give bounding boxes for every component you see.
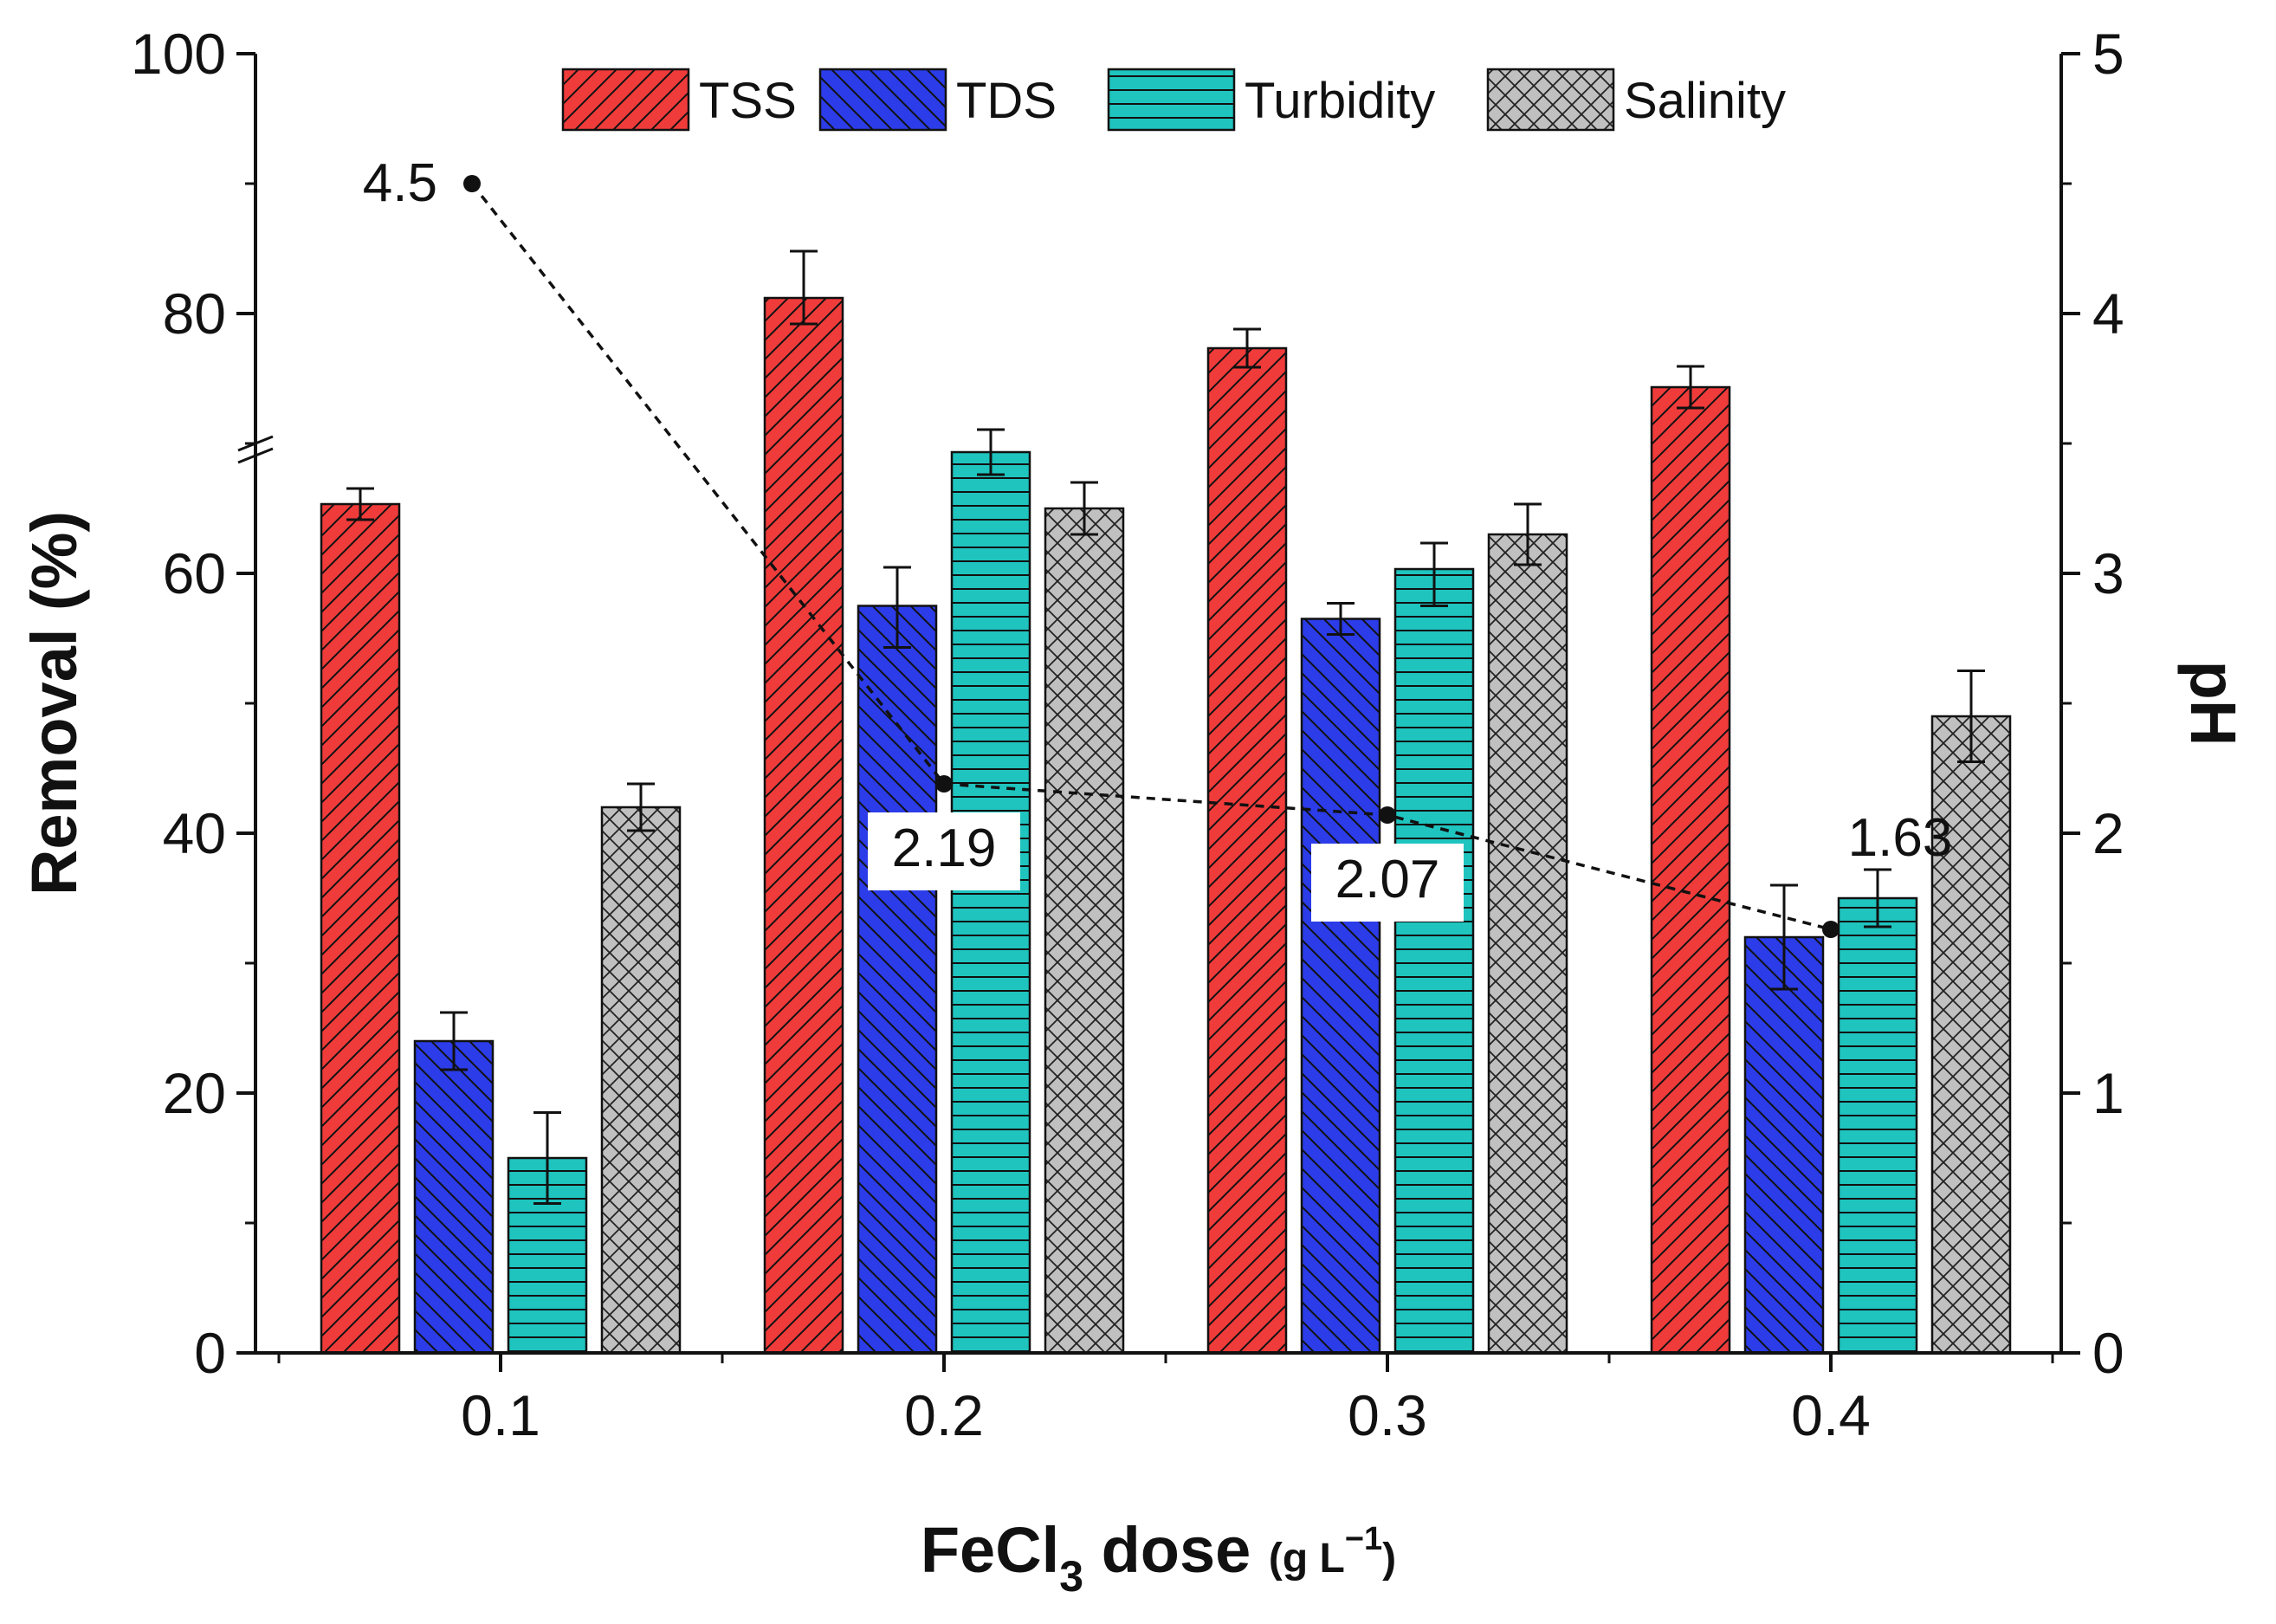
bar-turbidity-0.4 [1837, 896, 1918, 1355]
ph-point-0.1 [463, 175, 481, 192]
x-title-unit-sup: −1 [1345, 1521, 1382, 1557]
bar-tss-0.4 [1650, 385, 1731, 1355]
bar-tds-0.3 [1300, 618, 1381, 1355]
x-title-rest: dose [1083, 1514, 1269, 1586]
x-tick-label-0.2: 0.2 [904, 1383, 984, 1447]
y2-axis-title: pH [2177, 661, 2249, 747]
y-tick-label-40: 40 [163, 801, 226, 865]
ph-label-bg-0.3 [1311, 844, 1464, 922]
y2-tick-label-3: 3 [2092, 541, 2124, 605]
y-tick-label-100: 100 [131, 22, 226, 86]
y2-tick-label-5: 5 [2092, 22, 2124, 86]
x-title-main: FeCl [921, 1514, 1059, 1586]
bar-tds-0.4 [1743, 935, 1825, 1355]
bar-salinity-0.4 [1930, 715, 2012, 1355]
bar-salinity-0.1 [600, 806, 682, 1355]
bar-turbidity-0.2 [950, 450, 1031, 1355]
ph-point-0.3 [1379, 806, 1396, 824]
plot-area: 0 20 40 60 80 100 0 1 2 3 4 5 0.1 0.2 0.3 0.4 4.5 2.19 2.0… [18, 22, 2249, 1601]
legend-swatch-tds [818, 68, 947, 132]
bar-tds-0.2 [857, 605, 938, 1355]
legend-swatch-turbidity [1107, 68, 1236, 132]
y-axis-break-1 [237, 435, 274, 452]
ph-label-0.3: 2.07 [1335, 850, 1440, 909]
bar-tss-0.1 [320, 502, 401, 1355]
bar-turbidity-0.3 [1393, 567, 1475, 1355]
y-axis-break-2 [237, 447, 274, 464]
legend-label-salinity: Salinity [1624, 73, 1786, 129]
x-tick-label-0.4: 0.4 [1791, 1383, 1871, 1447]
bar-tds-0.1 [413, 1039, 495, 1355]
ph-label-bg-0.2 [868, 812, 1020, 890]
ph-label-0.2: 2.19 [892, 818, 997, 878]
legend-label-turbidity: Turbidity [1245, 73, 1435, 129]
y2-tick-label-4: 4 [2092, 281, 2124, 346]
x-title-unit: (g L [1269, 1536, 1345, 1582]
y-axis-title: Removal (%) [18, 511, 90, 896]
y-tick-label-20: 20 [163, 1061, 226, 1125]
legend-label-tss: TSS [699, 73, 797, 129]
legend-swatch-tss [561, 68, 690, 132]
y-tick-label-60: 60 [163, 541, 226, 605]
y-tick-label-80: 80 [163, 281, 226, 346]
y2-tick-label-2: 2 [2092, 801, 2124, 865]
y2-tick-label-1: 1 [2092, 1061, 2124, 1125]
x-title-subscript: 3 [1059, 1552, 1083, 1601]
x-tick-label-0.1: 0.1 [461, 1383, 540, 1447]
y-tick-label-0: 0 [194, 1321, 226, 1385]
bar-tss-0.3 [1206, 346, 1288, 1355]
x-tick-label-0.3: 0.3 [1348, 1383, 1427, 1447]
ph-line [470, 182, 1832, 931]
ph-label-0.4: 1.63 [1848, 808, 1953, 868]
ph-point-0.4 [1822, 921, 1840, 938]
bar-tss-0.2 [763, 296, 844, 1355]
x-title-unit-close: ) [1382, 1536, 1396, 1582]
y2-tick-label-0: 0 [2092, 1321, 2124, 1385]
legend-swatch-salinity [1486, 68, 1615, 132]
x-axis-title: FeCl3 dose (g L−1) [921, 1514, 1396, 1601]
ph-point-0.2 [935, 775, 953, 793]
legend-label-tds: TDS [956, 73, 1057, 129]
ph-label-0.1: 4.5 [363, 153, 437, 213]
bar-salinity-0.2 [1044, 507, 1125, 1355]
bar-salinity-0.3 [1487, 533, 1568, 1355]
